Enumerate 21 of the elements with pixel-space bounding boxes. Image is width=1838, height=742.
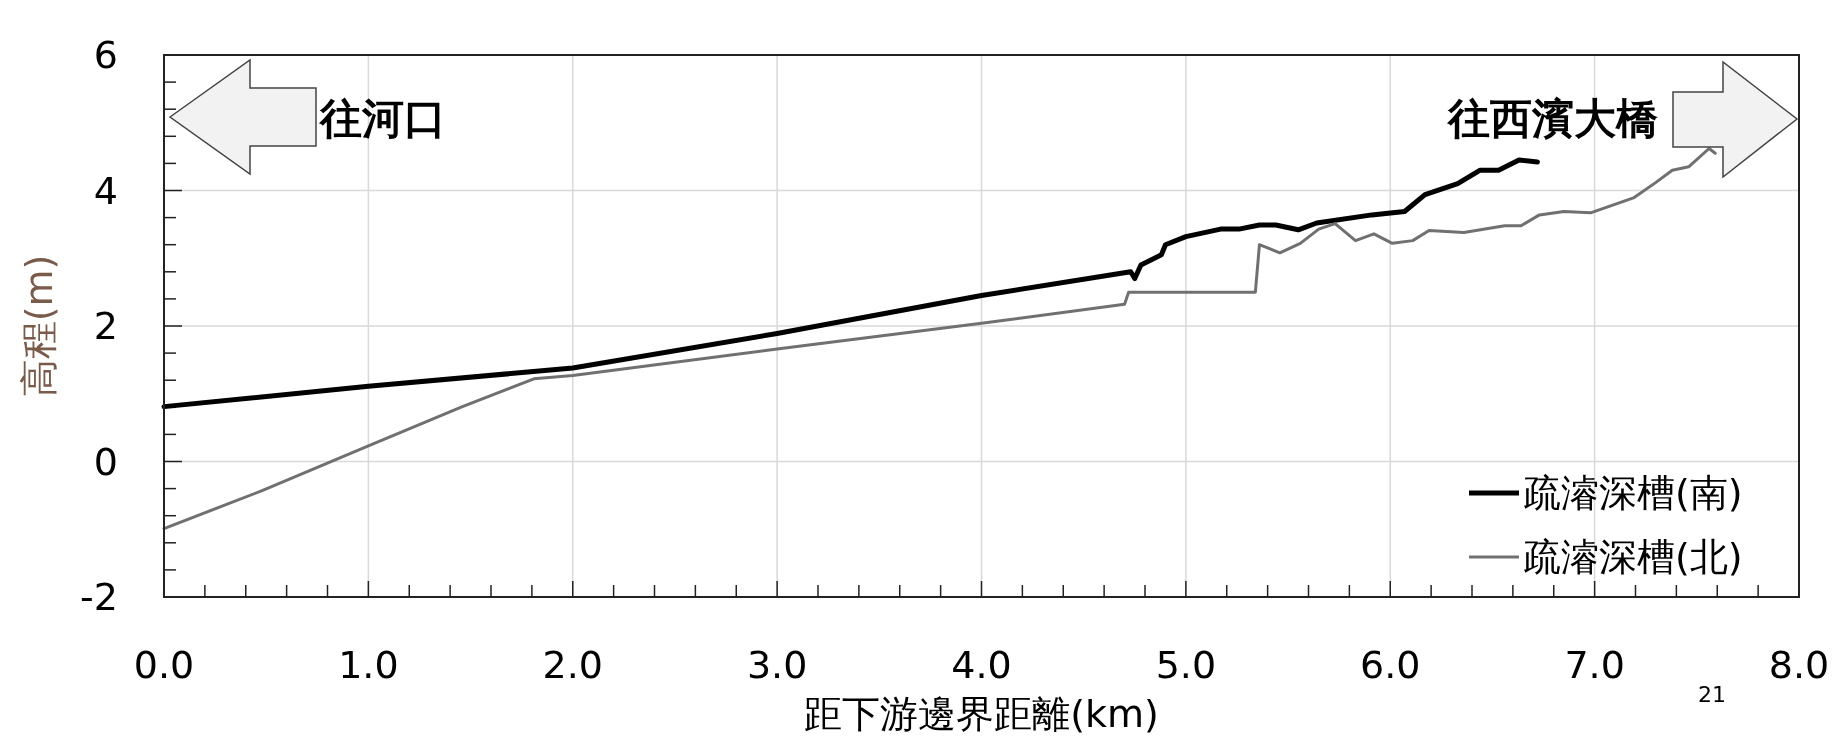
x-tick-label: 3.0	[746, 643, 808, 687]
annotation: 往河口	[318, 94, 446, 143]
x-tick-label: 2.0	[542, 643, 603, 687]
y-tick-label: 4	[93, 168, 118, 213]
x-tick-label: 7.0	[1564, 643, 1625, 687]
y-tick-label: 2	[93, 304, 118, 348]
x-axis-title: 距下游邊界距離(km)	[804, 692, 1159, 736]
y-tick-label: 6	[93, 33, 118, 77]
x-tick-label: 0.0	[133, 643, 195, 687]
annotation: 往西濱大橋	[1446, 94, 1658, 143]
x-tick-label: 1.0	[338, 643, 399, 687]
x-tick-label: 6.0	[1360, 643, 1421, 687]
x-tick-label: 5.0	[1155, 643, 1217, 687]
x-tick-label: 8.0	[1768, 643, 1830, 687]
y-tick-label: -2	[80, 575, 118, 619]
legend-label: 疏濬深槽(南)	[1523, 471, 1743, 515]
y-tick-label: 0	[93, 439, 118, 484]
legend-label: 疏濬深槽(北)	[1523, 535, 1743, 579]
x-tick-label: 4.0	[951, 643, 1012, 687]
text: 21	[1698, 682, 1726, 707]
y-axis-title: 高程(m)	[17, 254, 61, 398]
